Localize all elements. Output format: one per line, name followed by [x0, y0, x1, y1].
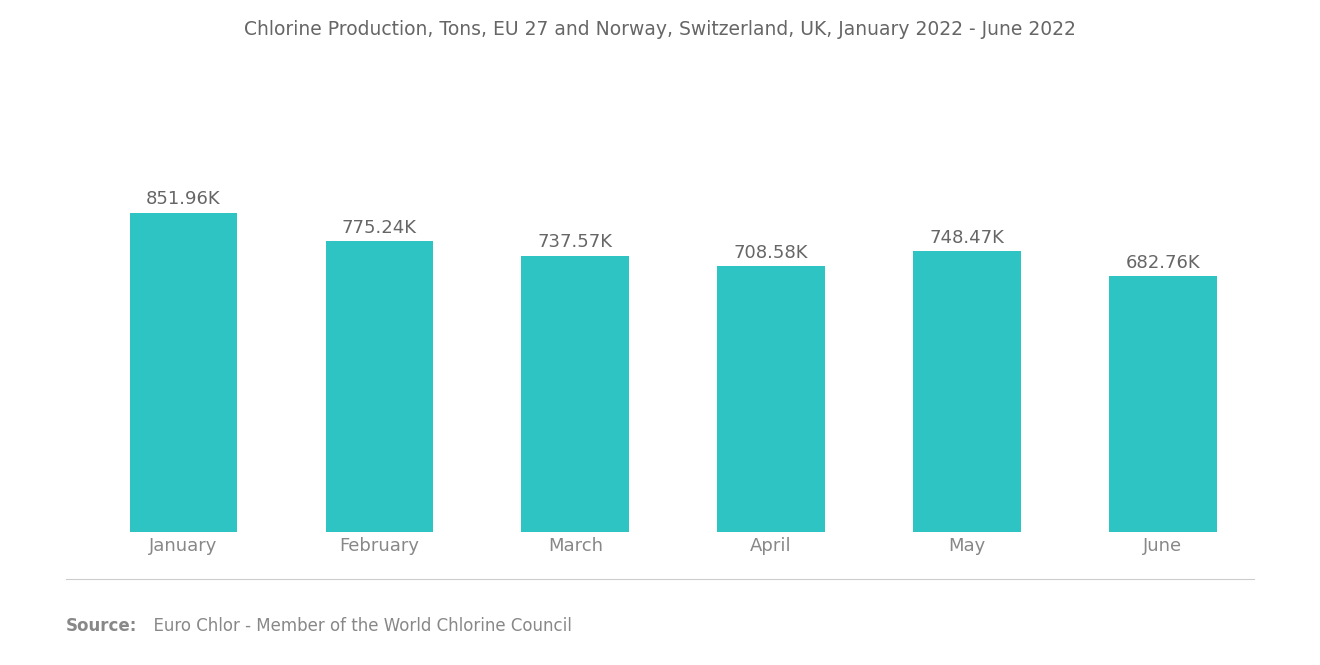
Text: Chlorine Production, Tons, EU 27 and Norway, Switzerland, UK, January 2022 - Jun: Chlorine Production, Tons, EU 27 and Nor… — [244, 20, 1076, 39]
Text: Euro Chlor - Member of the World Chlorine Council: Euro Chlor - Member of the World Chlorin… — [143, 617, 572, 635]
Bar — [717, 267, 825, 532]
Bar — [1109, 276, 1217, 532]
Text: 851.96K: 851.96K — [147, 190, 220, 208]
Text: 682.76K: 682.76K — [1126, 253, 1200, 271]
Bar — [129, 213, 238, 532]
Text: 708.58K: 708.58K — [734, 244, 808, 262]
Text: 775.24K: 775.24K — [342, 219, 417, 237]
Text: 748.47K: 748.47K — [929, 229, 1005, 247]
Bar — [326, 241, 433, 532]
Bar — [521, 255, 630, 532]
Text: 737.57K: 737.57K — [537, 233, 612, 251]
Bar — [913, 251, 1020, 532]
Text: Source:: Source: — [66, 617, 137, 635]
